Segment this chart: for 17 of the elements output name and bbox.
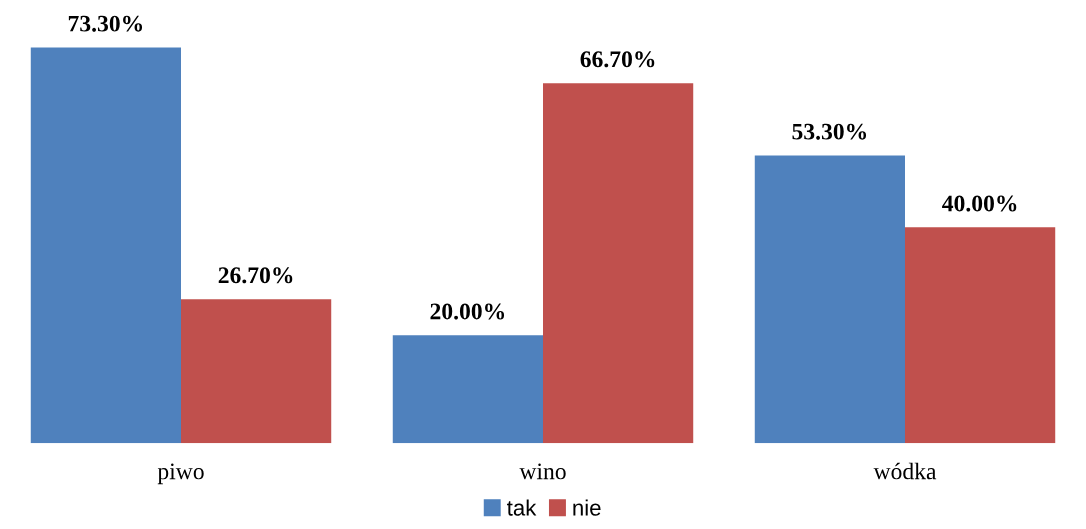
bar: [543, 83, 694, 444]
legend-label: nie: [573, 499, 601, 516]
data-label: 73.30%: [68, 15, 143, 32]
data-label: 40.00%: [942, 195, 1017, 212]
data-label: 53.30%: [792, 123, 867, 140]
data-label: 20.00%: [430, 303, 505, 320]
bar: [392, 335, 543, 444]
bar: [754, 155, 905, 444]
x-tick-label: wino: [519, 463, 566, 480]
bar: [181, 299, 332, 444]
data-label: 66.70%: [580, 51, 655, 68]
legend-label: tak: [507, 499, 537, 516]
x-tick-label: piwo: [157, 463, 204, 485]
x-tick-label: wódka: [873, 462, 937, 480]
bar: [905, 227, 1056, 444]
bar: [30, 47, 181, 444]
data-label: 26.70%: [218, 267, 293, 284]
